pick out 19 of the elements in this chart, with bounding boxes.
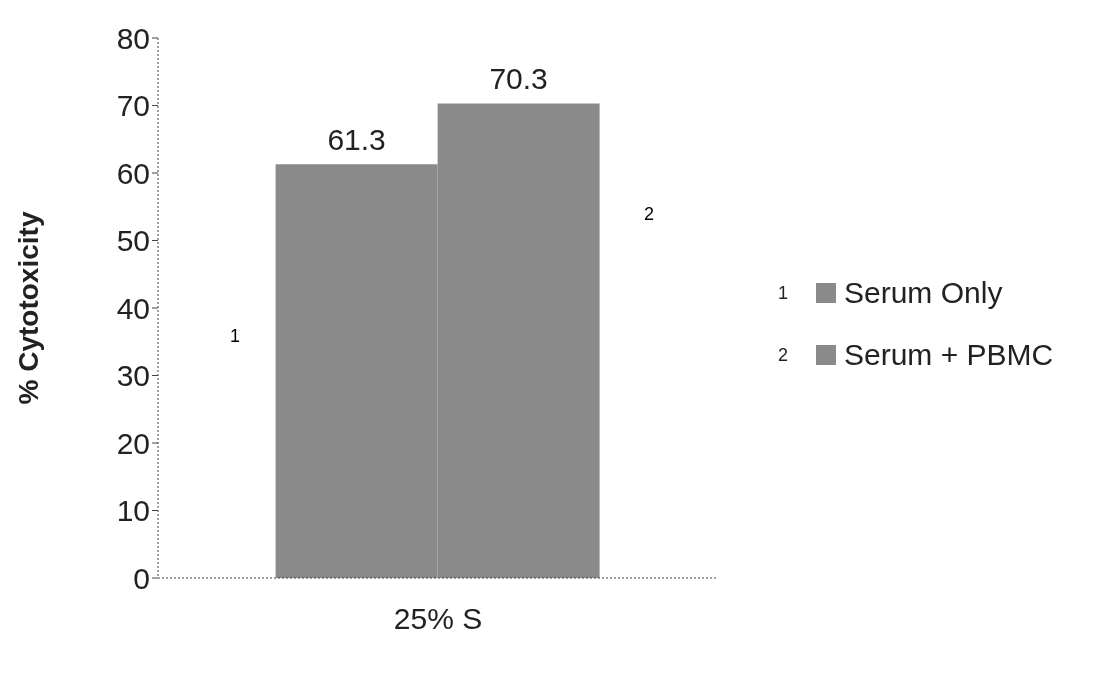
text: 1	[230, 326, 241, 347]
y-tick-label: 10	[116, 494, 150, 528]
y-tick-label: 50	[116, 224, 150, 258]
data-label: 61.3	[327, 123, 386, 157]
data-label: 70.3	[489, 62, 548, 96]
text: 2	[644, 204, 655, 225]
legend-label: Serum + PBMC	[844, 338, 1054, 372]
y-tick-label: 60	[116, 156, 150, 190]
text: 2	[778, 344, 789, 366]
text: 1	[778, 282, 789, 304]
y-tick-label: 0	[133, 561, 150, 595]
legend-label: Serum Only	[844, 276, 1003, 310]
y-tick-label: 80	[116, 21, 150, 55]
y-tick-label: 30	[116, 359, 150, 393]
y-tick-label: 40	[116, 291, 150, 325]
x-tick-label: 25% S	[393, 602, 483, 636]
y-axis-title: % Cytotoxicity	[12, 211, 44, 405]
y-tick-label: 20	[116, 426, 150, 460]
y-tick-label: 70	[116, 89, 150, 123]
